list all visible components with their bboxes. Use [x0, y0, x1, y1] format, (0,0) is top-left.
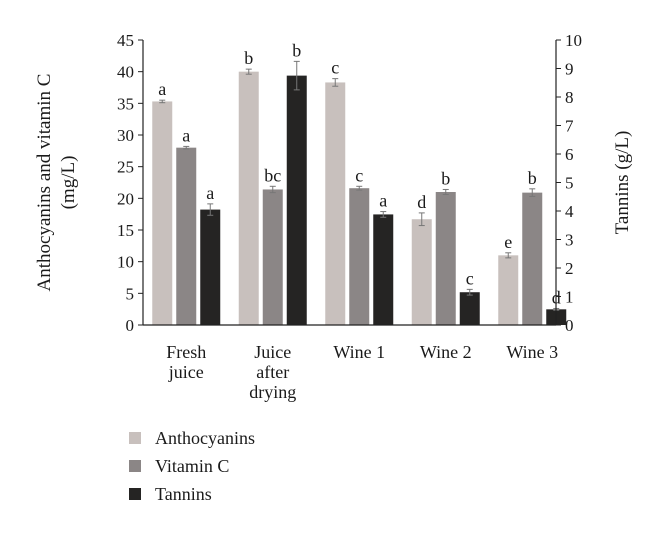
bar-vitamin-c [262, 189, 283, 325]
right-tick-label: 10 [565, 31, 582, 50]
right-tick-label: 8 [565, 88, 574, 107]
axes-group [142, 40, 557, 326]
left-tick-label: 10 [117, 253, 134, 272]
legend-label: Tannins [155, 484, 212, 504]
left-tick-label: 20 [117, 189, 134, 208]
left-tick-label: 35 [117, 94, 134, 113]
category-label-line: Wine 3 [506, 342, 558, 362]
legend-label: Vitamin C [155, 456, 229, 476]
axis-titles-group: Anthocyanins and vitamin C (mg/L) Tannins … [34, 74, 633, 292]
left-axis-title-line: Anthocyanins and vitamin C [34, 74, 55, 292]
bar-anthocyanins [411, 219, 432, 325]
left-tick-label: 5 [126, 284, 135, 303]
left-axis-ticks: 0 5 10 15 20 25 30 35 40 45 [117, 31, 143, 335]
right-tick-label: 5 [565, 174, 574, 193]
right-tick-label: 2 [565, 259, 574, 278]
significance-letter: b [528, 168, 537, 188]
category-label-line: Fresh [166, 342, 206, 362]
bar-anthocyanins [325, 82, 346, 325]
significance-letter: a [206, 183, 214, 203]
category-label-line: after [256, 362, 289, 382]
bar-tannins [286, 75, 307, 325]
significance-letter: c [355, 165, 363, 185]
significance-letter: a [182, 125, 190, 145]
category-label: Juice after drying [249, 342, 296, 402]
left-tick-label: 30 [117, 126, 134, 145]
category-label: Wine 2 [420, 342, 472, 362]
left-tick-label: 15 [117, 221, 134, 240]
left-axis-title: Anthocyanins and vitamin C (mg/L) [34, 74, 79, 292]
legend-swatch [129, 460, 141, 472]
significance-letter: e [504, 232, 512, 252]
left-tick-label: 45 [117, 31, 134, 50]
significance-letter: bc [264, 165, 281, 185]
legend-label: Anthocyanins [155, 428, 255, 448]
error-bars-group [159, 60, 560, 311]
left-axis-title-line: (mg/L) [58, 156, 79, 210]
category-labels-group: Fresh juice Juice after drying Wine 1 Wine 2 Wi… [166, 342, 558, 402]
significance-letter: a [379, 191, 387, 211]
bars-group [152, 71, 567, 326]
left-tick-label: 25 [117, 158, 134, 177]
legend-swatch [129, 488, 141, 500]
bar-anthocyanins [238, 71, 259, 326]
right-tick-label: 6 [565, 145, 574, 164]
right-axis-title: Tannins (g/L) [612, 131, 633, 235]
bar-vitamin-c [176, 147, 197, 325]
category-label-line: Juice [254, 342, 291, 362]
left-tick-label: 40 [117, 63, 134, 82]
significance-letter: b [244, 48, 253, 68]
significance-letter: b [441, 168, 450, 188]
bar-vitamin-c [522, 192, 543, 325]
category-label-line: Wine 2 [420, 342, 472, 362]
left-tick-label: 0 [126, 316, 135, 335]
bar-vitamin-c [349, 188, 370, 325]
bar-tannins [373, 214, 394, 325]
category-label: Wine 3 [506, 342, 558, 362]
category-label-line: Wine 1 [333, 342, 385, 362]
category-label: Fresh juice [166, 342, 206, 382]
bar-tannins [459, 292, 480, 325]
right-tick-label: 4 [565, 202, 574, 221]
bar-tannins [200, 209, 221, 325]
right-axis-ticks: 0 1 2 3 4 5 6 7 8 9 10 [556, 31, 582, 335]
right-tick-label: 1 [565, 288, 574, 307]
significance-letters-group: aaabbcbccadbcebd [158, 40, 561, 307]
category-label-line: drying [249, 382, 296, 402]
significance-letter: b [292, 40, 301, 60]
category-label-line: juice [168, 362, 204, 382]
significance-letter: c [331, 58, 339, 78]
right-tick-label: 9 [565, 60, 574, 79]
significance-letter: c [466, 268, 474, 288]
right-tick-label: 0 [565, 316, 574, 335]
right-tick-label: 3 [565, 231, 574, 250]
bar-vitamin-c [435, 192, 456, 325]
significance-letter: d [417, 192, 426, 212]
legend-swatch [129, 432, 141, 444]
legend: Anthocyanins Vitamin C Tannins [129, 428, 255, 504]
right-tick-label: 7 [565, 117, 574, 136]
bar-anthocyanins [498, 255, 519, 325]
category-label: Wine 1 [333, 342, 385, 362]
bar-anthocyanins [152, 101, 173, 325]
significance-letter: a [158, 79, 166, 99]
